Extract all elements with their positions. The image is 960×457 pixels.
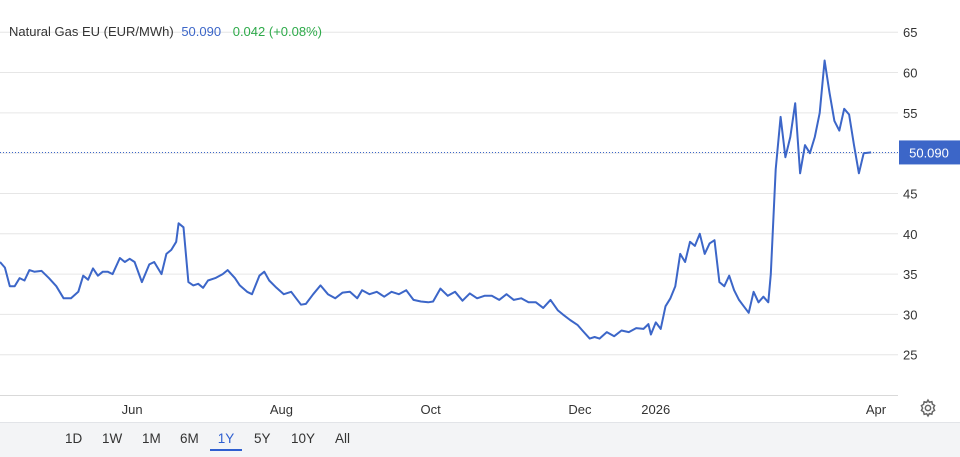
range-10y-button[interactable]: 10Y [291,431,316,446]
y-tick-label: 60 [903,66,917,81]
instrument-change: 0.042 (+0.08%) [232,24,322,39]
range-1m-button[interactable]: 1M [142,431,161,446]
x-tick-label: Aug [270,402,293,417]
y-axis: 253035404550556065 [903,25,917,362]
y-tick-label: 30 [903,307,917,322]
range-6m-button[interactable]: 6M [180,431,199,446]
y-tick-label: 65 [903,25,917,40]
y-tick-label: 40 [903,227,917,242]
range-5y-button[interactable]: 5Y [254,431,271,446]
range-1d-button[interactable]: 1D [65,431,83,446]
y-tick-label: 45 [903,186,917,201]
x-tick-label: Dec [568,402,592,417]
settings-gear-icon[interactable] [918,398,938,418]
y-tick-label: 55 [903,106,917,121]
current-price-tag: 50.090 [899,140,960,165]
x-tick-label: Apr [866,402,887,417]
grid-lines [0,31,898,356]
range-selector: 1D 1W 1M 6M 1Y 5Y 10Y All [0,422,960,457]
y-tick-label: 25 [903,348,917,363]
chart-legend: Natural Gas EU (EUR/MWh) 50.090 0.042 (+… [9,24,322,39]
instrument-price: 50.090 [181,24,222,39]
range-1w-button[interactable]: 1W [102,431,123,446]
series-line [0,59,872,340]
range-all-button[interactable]: All [335,431,351,446]
range-1y-button[interactable]: 1Y [210,429,242,451]
current-price-label: 50.090 [909,145,949,160]
x-tick-label: Oct [421,402,442,417]
x-axis: Jun Aug Oct Dec 2026 Apr [122,402,887,417]
x-tick-label: 2026 [641,402,670,417]
y-tick-label: 35 [903,267,917,282]
instrument-name: Natural Gas EU (EUR/MWh) [9,24,174,39]
x-tick-label: Jun [122,402,143,417]
